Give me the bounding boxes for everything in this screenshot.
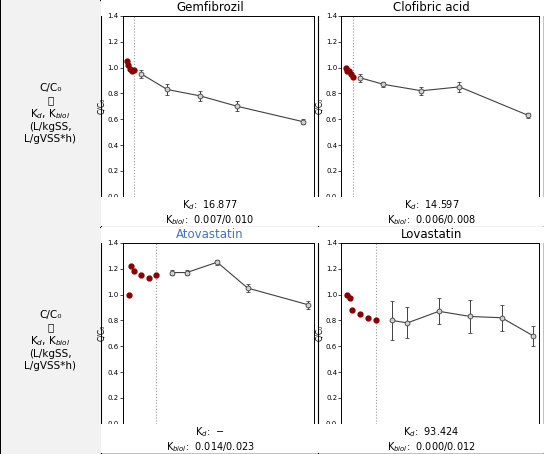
- Text: Lovastatin: Lovastatin: [401, 228, 462, 242]
- Text: K$_d$:  14.597: K$_d$: 14.597: [404, 198, 459, 212]
- Text: K$_d$:  16.877: K$_d$: 16.877: [182, 198, 238, 212]
- Text: K$_{biol}$:  0.006/0.008: K$_{biol}$: 0.006/0.008: [387, 213, 476, 227]
- X-axis label: Time (h): Time (h): [203, 208, 234, 217]
- Text: K$_d$:  93.424: K$_d$: 93.424: [403, 425, 460, 439]
- Text: Clofibric acid: Clofibric acid: [393, 1, 470, 15]
- Text: Atovastatin: Atovastatin: [176, 228, 244, 242]
- X-axis label: Time (h): Time (h): [424, 435, 456, 444]
- Y-axis label: C/C₀: C/C₀: [316, 98, 325, 114]
- Text: K$_{biol}$:  0.007/0.010: K$_{biol}$: 0.007/0.010: [165, 213, 255, 227]
- Y-axis label: C/C₀: C/C₀: [97, 98, 106, 114]
- Text: C/C₀
및
K$_d$, K$_{biol}$
(L/kgSS,
L/gVSS*h): C/C₀ 및 K$_d$, K$_{biol}$ (L/kgSS, L/gVSS…: [24, 83, 76, 144]
- Text: K$_d$:  −: K$_d$: −: [195, 425, 225, 439]
- X-axis label: Time (h): Time (h): [424, 208, 456, 217]
- X-axis label: Time (h): Time (h): [203, 435, 234, 444]
- Text: K$_{biol}$:  0.014/0.023: K$_{biol}$: 0.014/0.023: [165, 440, 255, 454]
- Text: K$_{biol}$:  0.000/0.012: K$_{biol}$: 0.000/0.012: [387, 440, 476, 454]
- Y-axis label: C/C₀: C/C₀: [316, 325, 325, 341]
- Y-axis label: C/C₀: C/C₀: [97, 325, 106, 341]
- Text: Gemfibrozil: Gemfibrozil: [176, 1, 244, 15]
- Text: C/C₀
및
K$_d$, K$_{biol}$
(L/kgSS,
L/gVSS*h): C/C₀ 및 K$_d$, K$_{biol}$ (L/kgSS, L/gVSS…: [24, 310, 76, 371]
